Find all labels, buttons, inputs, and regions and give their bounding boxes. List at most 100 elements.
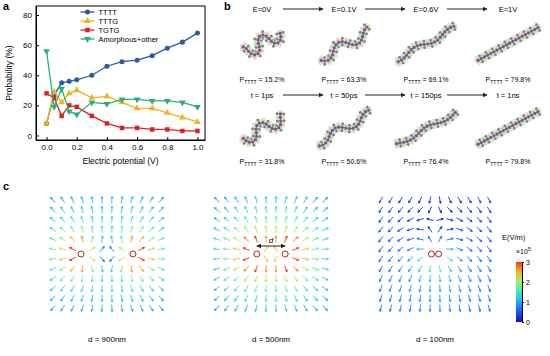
- field-arrow: [131, 197, 133, 204]
- side-atom: [519, 124, 522, 127]
- field-arrow: [438, 236, 441, 242]
- field-arrow: [121, 275, 123, 282]
- plot-label: d = 900nm: [88, 335, 126, 344]
- field-arrow: [275, 226, 277, 233]
- side-atom: [325, 134, 328, 137]
- backbone-atom: [533, 28, 536, 31]
- field-arrow: [313, 296, 318, 301]
- side-atom: [347, 46, 350, 49]
- value-text: = 69.1%: [423, 76, 449, 83]
- field-arrow: [303, 227, 308, 232]
- backbone: [243, 114, 281, 142]
- side-atom: [478, 62, 481, 65]
- field-arrow: [234, 276, 239, 281]
- field-arrow: [312, 258, 319, 260]
- chain-highlight: [321, 27, 367, 61]
- field-arrow: [139, 237, 143, 242]
- side-atom: [407, 143, 410, 146]
- field-arrow: [429, 305, 431, 312]
- legend-marker: [84, 17, 91, 23]
- side-atom: [359, 31, 362, 34]
- field-arrow: [467, 247, 472, 251]
- field-arrow: [158, 277, 164, 281]
- data-point: [134, 104, 141, 110]
- field-arrow: [303, 207, 307, 213]
- field-arrow: [158, 248, 165, 250]
- field-arrow: [223, 258, 230, 260]
- side-atom: [240, 48, 243, 51]
- chain-highlight: [398, 26, 454, 62]
- field-arrow: [447, 257, 452, 261]
- backbone-atom: [279, 39, 282, 42]
- field-arrow: [264, 246, 268, 252]
- backbone-atom: [337, 126, 340, 129]
- side-atom: [452, 109, 455, 112]
- tick: 60: [23, 41, 39, 50]
- field-arrow: [303, 286, 308, 291]
- tick-label: 60: [23, 41, 32, 50]
- field-arrow: [285, 275, 288, 282]
- side-atom: [328, 62, 331, 65]
- field-arrow: [409, 305, 411, 312]
- side-atom: [403, 144, 406, 147]
- field-arrow: [408, 207, 413, 212]
- side-atom: [359, 111, 362, 114]
- field-arrow: [294, 197, 297, 203]
- side-atom: [529, 118, 532, 121]
- subscript: TTTT: [326, 161, 338, 167]
- side-atom: [478, 54, 481, 57]
- backbone-atom: [406, 140, 409, 143]
- field-arrow: [140, 295, 143, 301]
- backbone-atom: [412, 136, 415, 139]
- tick: 0.6: [132, 137, 144, 152]
- backbone-atom: [244, 139, 247, 142]
- side-atom: [516, 118, 519, 121]
- side-atom: [410, 134, 413, 137]
- field-arrow: [312, 238, 318, 241]
- side-atom: [513, 127, 516, 130]
- field-arrow: [488, 305, 490, 312]
- field-arrow: [379, 266, 382, 272]
- field-arrow: [121, 196, 123, 203]
- data-point: [73, 86, 80, 92]
- tick: 0.2: [72, 137, 84, 152]
- field-arrow: [487, 197, 490, 203]
- field-arrow: [275, 206, 277, 213]
- field-arrow: [264, 256, 268, 262]
- field-arrow: [428, 236, 431, 242]
- field-arrow: [111, 295, 113, 302]
- side-atom: [429, 39, 432, 42]
- side-atom: [418, 127, 421, 130]
- field-arrow: [467, 227, 473, 231]
- field-arrow: [81, 275, 83, 282]
- field-arrow: [469, 295, 471, 302]
- field-arrow: [304, 197, 307, 203]
- side-atom: [257, 119, 260, 122]
- side-atom: [481, 137, 484, 140]
- value-text: = 31.8%: [259, 158, 285, 165]
- side-atom: [526, 120, 529, 123]
- field-arrow: [255, 206, 257, 213]
- side-atom: [255, 46, 258, 49]
- field-arrow: [285, 305, 287, 312]
- legend-marker: [85, 28, 89, 32]
- side-atom: [497, 136, 500, 139]
- backbone-atom: [344, 41, 347, 44]
- legend-item: Amorphous+other: [81, 35, 159, 44]
- data-point: [164, 109, 171, 115]
- field-arrow: [322, 258, 329, 260]
- field-arrow: [71, 285, 74, 291]
- side-atom: [332, 59, 335, 62]
- side-atom: [491, 55, 494, 58]
- backbone-atom: [261, 121, 264, 124]
- data-point: [134, 97, 141, 103]
- field-arrow: [429, 196, 431, 203]
- field-arrow: [285, 236, 288, 243]
- side-atom: [446, 33, 449, 36]
- field-arrow: [477, 246, 482, 251]
- field-arrow: [275, 295, 277, 302]
- backbone-atom: [360, 116, 363, 119]
- backbone-atom: [328, 135, 331, 138]
- side-atom: [415, 41, 418, 44]
- field-arrow: [488, 285, 491, 292]
